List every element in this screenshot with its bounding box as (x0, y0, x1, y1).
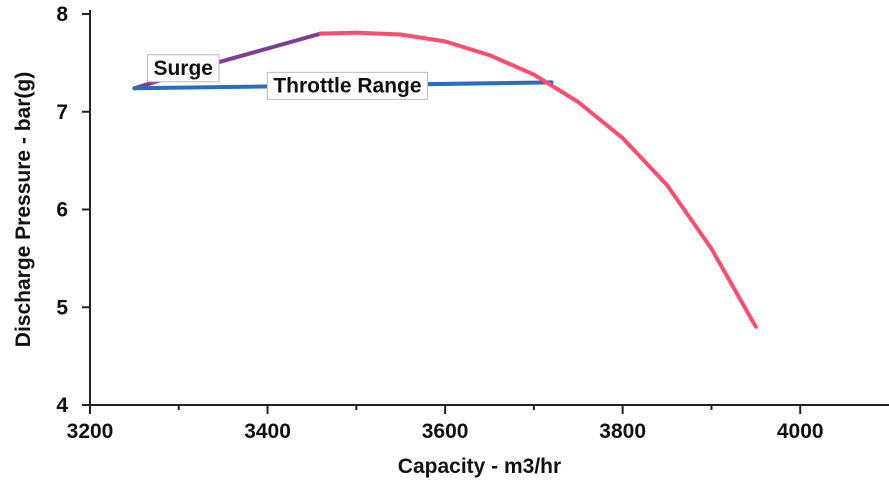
annotation-box (266, 71, 429, 100)
x-axis-title: Capacity - m3/hr (398, 455, 561, 478)
ticks: 3200 3400 3600 3800 4000 4 5 6 7 8 (56, 3, 823, 443)
x-tick-label: 3800 (599, 420, 646, 443)
y-tick-label: 6 (56, 199, 68, 222)
series-line-3 (318, 30, 758, 329)
annotation-2: Throttle Range (266, 71, 429, 100)
y-tick-label: 5 (56, 296, 68, 319)
annotation-box (146, 54, 220, 83)
y-tick-label: 4 (56, 394, 68, 417)
annotation-1: Surge (146, 54, 220, 83)
annotations: Surge Throttle Range (146, 54, 429, 100)
x-tick-label: 4000 (777, 420, 824, 443)
y-tick-label: 7 (56, 101, 68, 124)
annotation-label: Surge (153, 57, 213, 80)
x-tick-label: 3600 (422, 420, 469, 443)
x-tick-label: 3400 (244, 420, 291, 443)
y-axis-title: Discharge Pressure - bar(g) (12, 72, 35, 347)
axes (89, 10, 889, 406)
series (132, 30, 758, 329)
x-tick-label: 3200 (67, 420, 114, 443)
annotation-label: Throttle Range (273, 74, 421, 97)
y-tick-label: 8 (56, 3, 68, 26)
